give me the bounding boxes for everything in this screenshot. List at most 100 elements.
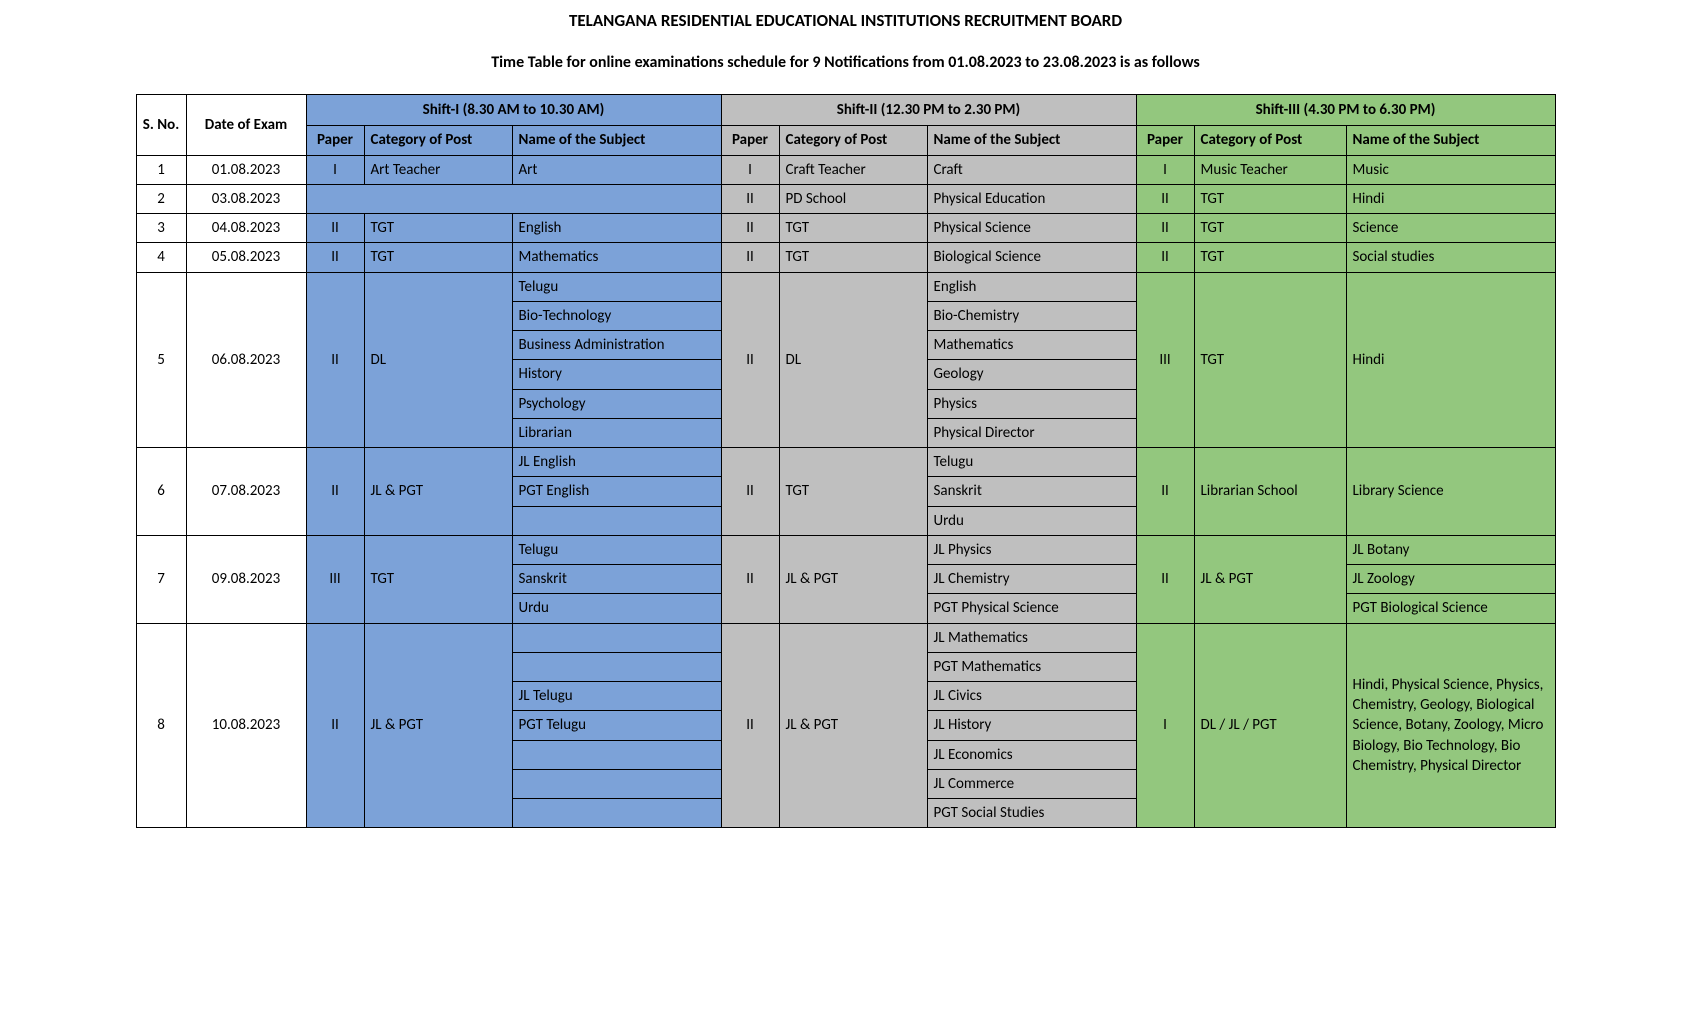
subject-cell: Psychology [512,389,721,418]
page-title: TELANGANA RESIDENTIAL EDUCATIONAL INSTIT… [136,10,1556,31]
subject-cell: JL History [927,711,1136,740]
subject-cell: Telugu [512,272,721,301]
col-category: Category of Post [779,126,927,155]
subject-cell: Biological Science [927,243,1136,272]
subject-cell: Library Science [1346,448,1555,536]
paper-cell: I [1136,155,1194,184]
subject-cell: English [927,272,1136,301]
table-row: 304.08.2023IITGTEnglishIITGTPhysical Sci… [136,214,1555,243]
table-row: 607.08.2023IIJL & PGTJL EnglishIITGTTelu… [136,448,1555,477]
subject-cell: JL English [512,448,721,477]
table-row: 506.08.2023IIDLTeluguIIDLEnglishIIITGTHi… [136,272,1555,301]
sno-cell: 2 [136,184,186,213]
table-row: 405.08.2023IITGTMathematicsIITGTBiologic… [136,243,1555,272]
paper-cell: I [306,155,364,184]
subject-cell: Telugu [927,448,1136,477]
paper-cell: II [306,214,364,243]
date-cell: 03.08.2023 [186,184,306,213]
subject-cell: Sanskrit [512,565,721,594]
date-cell: 01.08.2023 [186,155,306,184]
header-row-2: Paper Category of Post Name of the Subje… [136,126,1555,155]
sno-cell: 6 [136,448,186,536]
date-cell: 09.08.2023 [186,535,306,623]
category-cell: JL & PGT [364,623,512,828]
paper-cell: III [1136,272,1194,448]
subject-cell: Physical Science [927,214,1136,243]
subject-cell: Telugu [512,535,721,564]
subject-cell: Hindi, Physical Science, Physics, Chemis… [1346,623,1555,828]
subject-cell: Craft [927,155,1136,184]
sno-cell: 7 [136,535,186,623]
category-cell: DL [779,272,927,448]
subject-cell: History [512,360,721,389]
paper-cell: II [721,184,779,213]
category-cell: TGT [364,214,512,243]
table-row: 101.08.2023IArt TeacherArtICraft Teacher… [136,155,1555,184]
subject-cell: JL Botany [1346,535,1555,564]
subject-cell: Urdu [512,594,721,623]
category-cell: PD School [779,184,927,213]
col-sno: S. No. [136,95,186,156]
paper-cell: II [721,623,779,828]
category-cell: JL & PGT [779,623,927,828]
col-subject: Name of the Subject [1346,126,1555,155]
shift2-header: Shift-II (12.30 PM to 2.30 PM) [721,95,1136,126]
subject-cell: JL Physics [927,535,1136,564]
shift3-header: Shift-III (4.30 PM to 6.30 PM) [1136,95,1555,126]
sno-cell: 5 [136,272,186,448]
paper-cell: II [1136,214,1194,243]
subject-cell: Business Administration [512,331,721,360]
subject-cell: PGT Mathematics [927,652,1136,681]
category-cell: Craft Teacher [779,155,927,184]
subject-cell: Science [1346,214,1555,243]
page-subtitle: Time Table for online examinations sched… [136,53,1556,72]
category-cell: TGT [779,243,927,272]
col-subject: Name of the Subject [512,126,721,155]
subject-cell [512,769,721,798]
paper-cell: II [1136,243,1194,272]
category-cell: TGT [779,448,927,536]
category-cell: Art Teacher [364,155,512,184]
subject-cell: PGT Telugu [512,711,721,740]
timetable: S. No. Date of Exam Shift-I (8.30 AM to … [136,94,1556,828]
paper-cell: II [1136,535,1194,623]
subject-cell: JL Civics [927,682,1136,711]
paper-cell: III [306,535,364,623]
table-row: 709.08.2023IIITGTTeluguIIJL & PGTJL Phys… [136,535,1555,564]
subject-cell [512,740,721,769]
date-cell: 10.08.2023 [186,623,306,828]
paper-cell: II [721,535,779,623]
subject-cell: Physics [927,389,1136,418]
subject-cell: Geology [927,360,1136,389]
subject-cell: Music [1346,155,1555,184]
subject-cell [512,799,721,828]
subject-cell: PGT Biological Science [1346,594,1555,623]
paper-cell: II [1136,448,1194,536]
paper-cell: II [306,448,364,536]
paper-cell: II [306,272,364,448]
paper-cell: II [721,243,779,272]
category-cell: Librarian School [1194,448,1346,536]
subject-cell: Mathematics [512,243,721,272]
paper-cell: II [306,623,364,828]
date-cell: 07.08.2023 [186,448,306,536]
category-cell: DL [364,272,512,448]
table-row: 810.08.2023IIJL & PGT IIJL & PGTJL Mathe… [136,623,1555,652]
subject-cell: Hindi [1346,184,1555,213]
subject-cell: JL Telugu [512,682,721,711]
subject-cell: English [512,214,721,243]
col-paper: Paper [1136,126,1194,155]
subject-cell: PGT Physical Science [927,594,1136,623]
col-paper: Paper [306,126,364,155]
subject-cell: Mathematics [927,331,1136,360]
col-paper: Paper [721,126,779,155]
table-row: 203.08.2023 IIPD SchoolPhysical Educatio… [136,184,1555,213]
subject-cell [512,506,721,535]
subject-cell: JL Chemistry [927,565,1136,594]
paper-cell: II [721,448,779,536]
col-category: Category of Post [1194,126,1346,155]
paper-cell: II [1136,184,1194,213]
category-cell: TGT [1194,214,1346,243]
date-cell: 06.08.2023 [186,272,306,448]
paper-cell: I [721,155,779,184]
